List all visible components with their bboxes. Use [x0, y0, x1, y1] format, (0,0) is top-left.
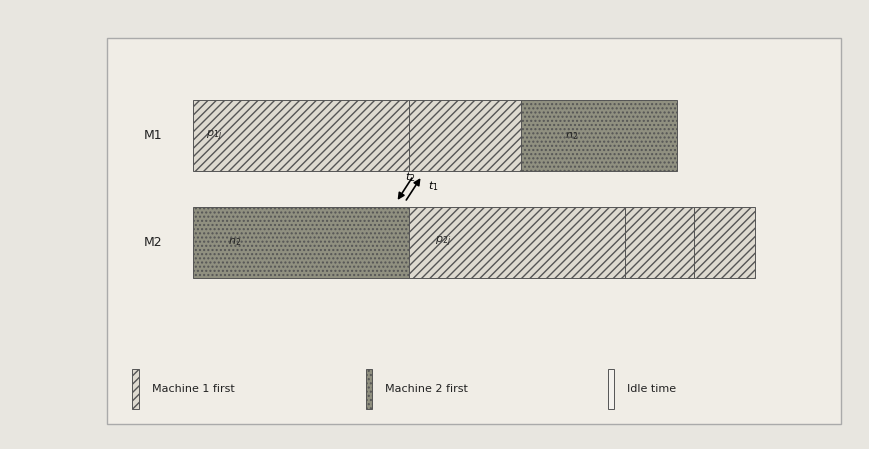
Bar: [408, 207, 625, 278]
Bar: [521, 100, 676, 171]
Bar: [193, 207, 408, 278]
Text: $t_2$: $t_2$: [404, 170, 415, 184]
Bar: [408, 100, 521, 171]
Bar: [106, 38, 840, 424]
Bar: [625, 207, 693, 278]
Text: $n_2$: $n_2$: [228, 236, 241, 248]
Text: $n_2$: $n_2$: [564, 130, 577, 142]
Bar: [193, 100, 408, 171]
Text: $t_1$: $t_1$: [428, 179, 438, 193]
Bar: [366, 369, 372, 409]
Bar: [693, 207, 754, 278]
Text: M2: M2: [144, 236, 163, 249]
Text: $p_{2j}$: $p_{2j}$: [434, 235, 451, 250]
Text: Machine 1 first: Machine 1 first: [151, 383, 234, 394]
Text: Machine 2 first: Machine 2 first: [385, 383, 468, 394]
Bar: [607, 369, 614, 409]
Text: M1: M1: [144, 129, 163, 142]
Text: $p_{1j}$: $p_{1j}$: [206, 128, 222, 143]
Bar: [132, 369, 138, 409]
Text: Idle time: Idle time: [627, 383, 675, 394]
